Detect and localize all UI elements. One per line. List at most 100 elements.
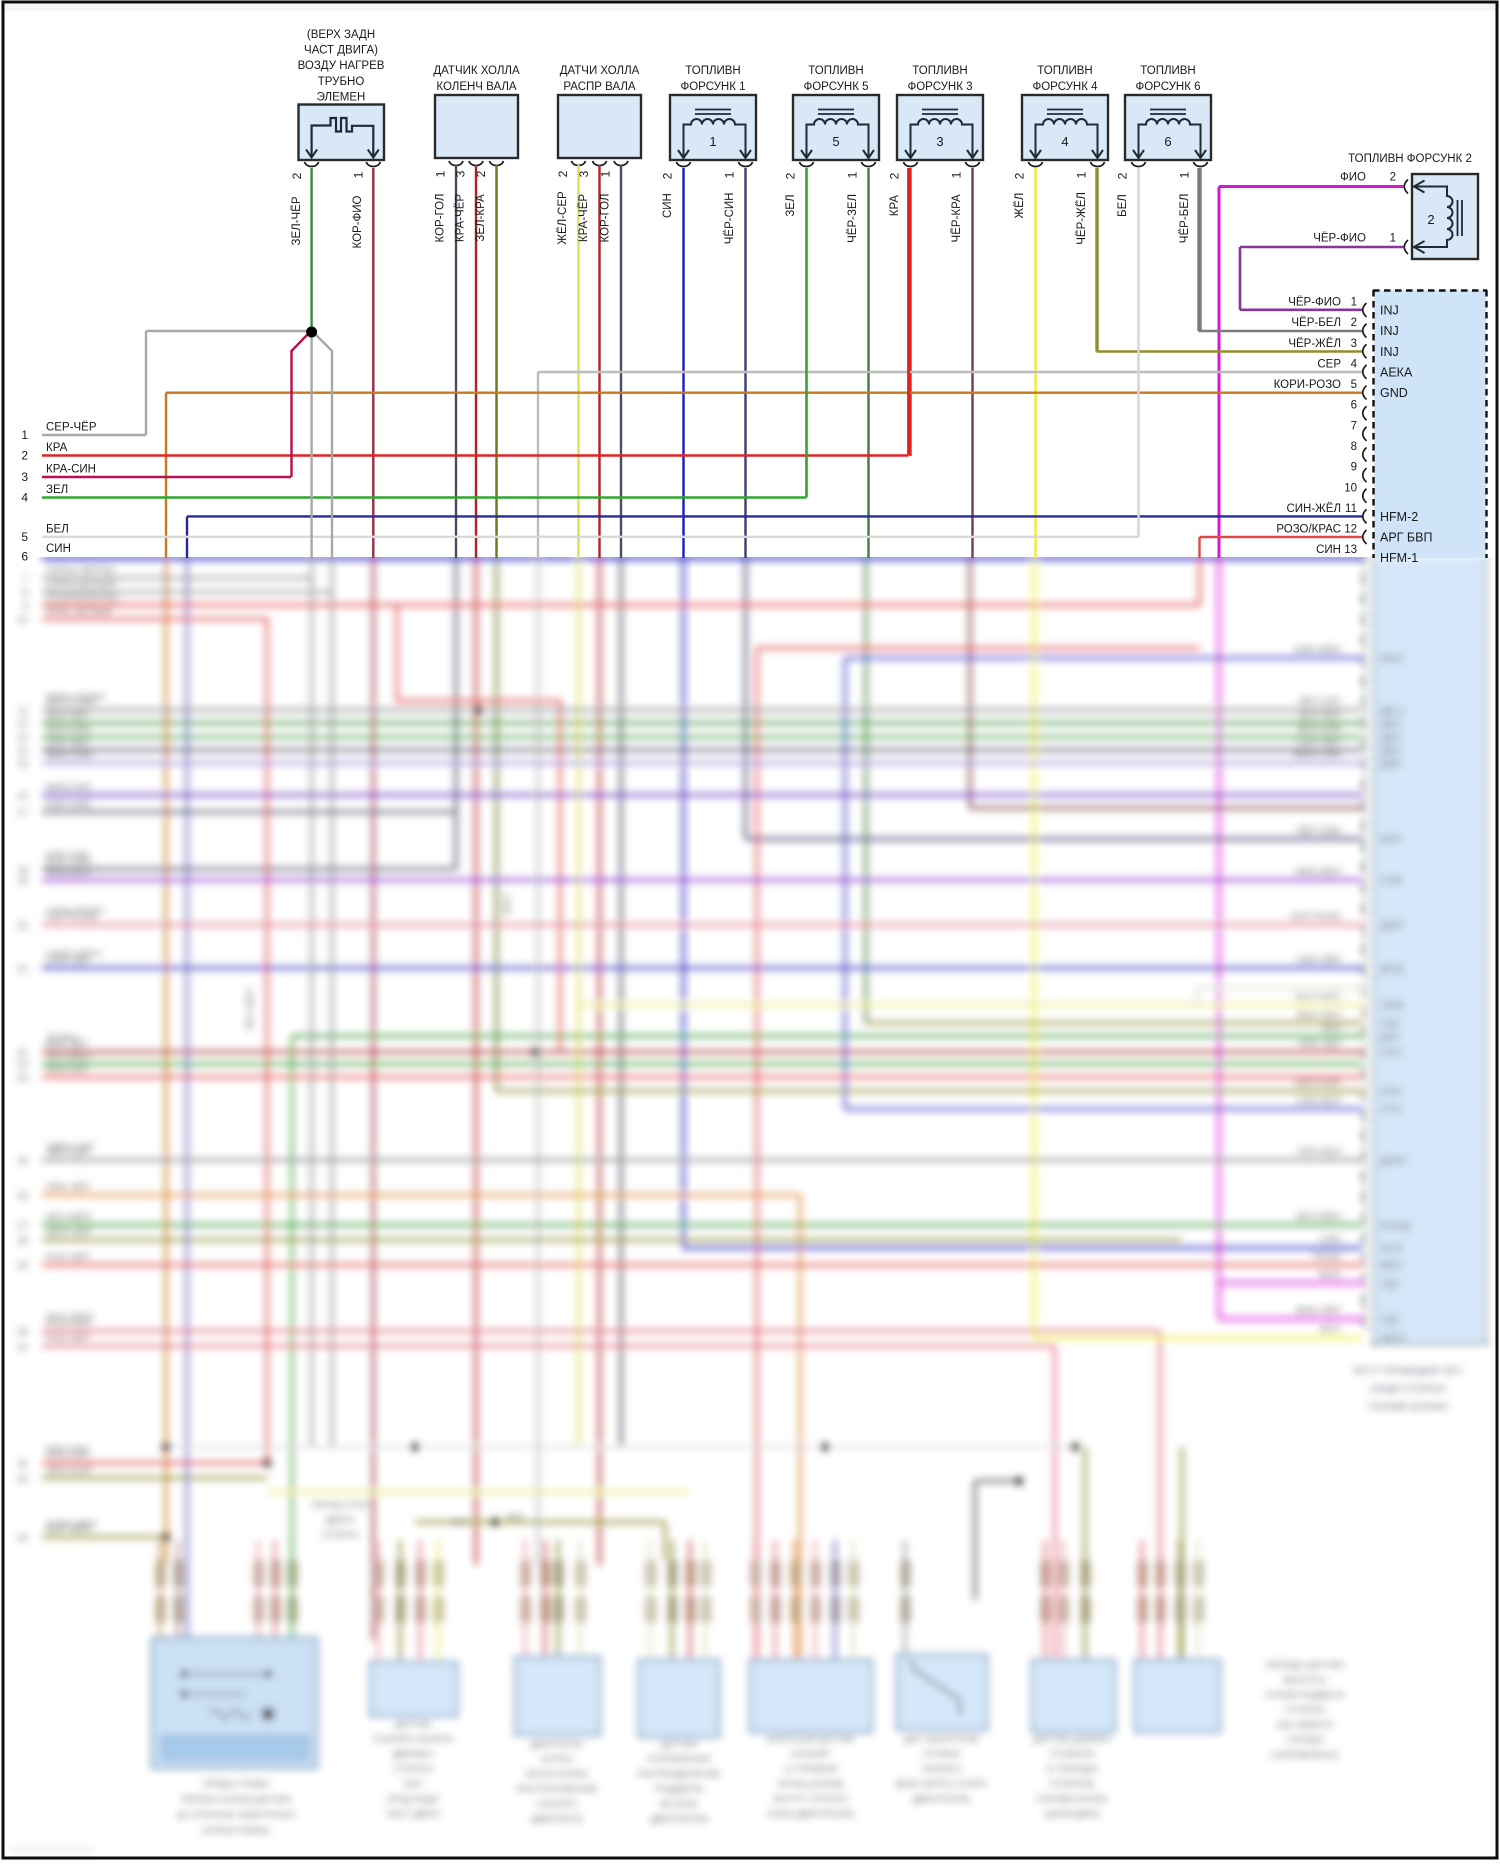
svg-text:КРАС-БЕЛЫМ: КРАС-БЕЛЫМ [46, 607, 112, 618]
svg-text:ЧЁР-БЕЛ: ЧЁР-БЕЛ [1179, 194, 1191, 244]
svg-text:7: 7 [1351, 420, 1357, 432]
svg-text:32: 32 [17, 1459, 29, 1470]
svg-text:6: 6 [1351, 400, 1357, 412]
svg-text:СИНЕ-ЧЁРН: СИНЕ-ЧЁРН [46, 949, 102, 960]
svg-text:ЭЛЕМЕН: ЭЛЕМЕН [317, 91, 366, 103]
svg-text:МАС: МАС [1380, 653, 1404, 665]
svg-text:РОЗО/КРАС: РОЗО/КРАС [1276, 524, 1341, 536]
svg-text:КОНД: КОНД [1380, 1220, 1411, 1232]
svg-text:ЧЁР-СИН: ЧЁР-СИН [724, 193, 736, 245]
svg-text:ДАТЧИК: ДАТЧИК [395, 1719, 432, 1730]
svg-text:ЦИЛИНДРА): ЦИЛИНДРА) [1044, 1809, 1099, 1820]
svg-text:КРА-ЧЁР: КРА-ЧЁР [455, 194, 467, 242]
svg-text:ВПР: ВПР [1380, 834, 1403, 846]
svg-text:ЖЁЛ-ЗЕЛ: ЖЁЛ-ЗЕЛ [1296, 1009, 1341, 1021]
svg-text:ЗЕЛ-СИН: ЗЕЛ-СИН [1297, 724, 1341, 735]
svg-text:ДМР: ДМР [1380, 920, 1404, 932]
svg-text:ЗЕЛ: ЗЕЛ [785, 195, 797, 217]
svg-text:(ЗАДН СТОРОН: (ЗАДН СТОРОН [1371, 1384, 1446, 1395]
svg-text:КОР-СИН: КОР-СИН [46, 850, 89, 861]
svg-text:ДАТЧИК: ДАТЧИК [661, 1739, 698, 1750]
svg-text:СЕРЧ-ЧЁР: СЕРЧ-ЧЁР [46, 697, 97, 709]
svg-text:3: 3 [21, 470, 28, 484]
svg-text:ПОЛОЖЕНИЯ: ПОЛОЖЕНИЯ [647, 1754, 710, 1765]
svg-text:5: 5 [21, 530, 28, 544]
svg-text:ДВИГАТЕЛЯ): ДВИГАТЕЛЯ) [650, 1814, 708, 1825]
svg-text:СЕР-ЧЁР: СЕР-ЧЁР [1297, 736, 1341, 748]
svg-text:КОР-ГОЛ: КОР-ГОЛ [435, 194, 447, 243]
svg-text:СТОРОН: СТОРОН [1285, 1705, 1325, 1716]
svg-text:HFM-2: HFM-2 [1380, 510, 1418, 524]
svg-text:ЗЕЛ-ЖЁЛ: ЗЕЛ-ЖЁЛ [1296, 1211, 1341, 1223]
svg-text:БЕЛ: БЕЛ [46, 523, 69, 535]
svg-text:СКФ: СКФ [1380, 875, 1402, 887]
svg-text:ЧЁР-ФИО: ЧЁР-ФИО [1313, 233, 1366, 245]
svg-text:СЕРЫ-БЕЛЫМ: СЕРЫ-БЕЛЫМ [46, 580, 116, 591]
svg-text:КОР-СИН: КОР-СИН [46, 800, 91, 811]
svg-text:ДВ4: ДВ4 [1380, 745, 1401, 757]
svg-text:ЖГУТ ПРОВОДОВ ЭСУ: ЖГУТ ПРОВОДОВ ЭСУ [1353, 1366, 1463, 1377]
svg-text:9: 9 [1351, 462, 1357, 474]
svg-text:5: 5 [1351, 379, 1357, 391]
svg-text:ЧЁРН-СЕР: ЧЁРН-СЕР [46, 1142, 95, 1153]
svg-text:СЕРЫ-РОЗО: СЕРЫ-РОЗО [46, 906, 104, 917]
svg-text:МОРСКОЙ ДАТЧИК: МОРСКОЙ ДАТЧИК [767, 1733, 855, 1745]
svg-text:28: 28 [17, 1236, 29, 1247]
svg-text:ТОПЛИВН: ТОПЛИВН [912, 65, 968, 77]
svg-text:КЛА: КЛА [1380, 1086, 1402, 1098]
svg-text:ФОРСУНК 4: ФОРСУНК 4 [1032, 81, 1098, 93]
svg-text:3: 3 [577, 170, 591, 177]
svg-text:14: 14 [17, 746, 29, 757]
svg-text:Carmanualsclub.com: Carmanualsclub.com [10, 1844, 95, 1854]
svg-text:ЧЁР-ЖЁЛ: ЧЁР-ЖЁЛ [1076, 192, 1088, 245]
svg-text:ДВИГАТЕЛ): ДВИГАТЕЛ) [531, 1814, 582, 1825]
svg-text:РОЗО/КРАСНЫ: РОЗО/КРАСНЫ [46, 593, 118, 604]
svg-text:ЧЁР-БЕЛ: ЧЁР-БЕЛ [1291, 317, 1341, 329]
svg-text:НАКЛОН: НАКЛОН [921, 1764, 960, 1775]
svg-text:8: 8 [1351, 441, 1357, 453]
svg-text:ДАТ: ДАТ [1380, 1031, 1401, 1043]
svg-text:ЗЕЛ-КРА: ЗЕЛ-КРА [475, 194, 487, 242]
svg-text:ЗЕЛ-ЧЁР: ЗЕЛ-ЧЁР [1298, 709, 1341, 721]
svg-text:ЖЁЛ-КОР: ЖЁЛ-КОР [1295, 1077, 1341, 1089]
svg-text:1: 1 [1075, 171, 1089, 178]
svg-text:1: 1 [21, 428, 28, 442]
svg-text:РОЗ-ЧЁР: РОЗ-ЧЁР [46, 1333, 90, 1345]
svg-text:СЕР-ЧЁР: СЕР-ЧЁР [46, 422, 97, 434]
svg-text:2: 2 [21, 449, 28, 463]
svg-text:(В СТОРОНЕ ЭЛЕКТРОНН: (В СТОРОНЕ ЭЛЕКТРОНН [177, 1810, 296, 1821]
svg-text:ТД1: ТД1 [1380, 1278, 1400, 1290]
svg-text:HFM-1: HFM-1 [1380, 551, 1418, 565]
svg-text:СИН: СИН [1316, 544, 1341, 556]
svg-text:СИН: СИН [46, 543, 71, 555]
svg-text:ПРАВЫ ГЛАВН: ПРАВЫ ГЛАВН [203, 1779, 270, 1790]
svg-text:ЖЁЛ-ЧЁР: ЖЁЛ-ЧЁР [46, 1227, 92, 1239]
svg-text:ТД2: ТД2 [1380, 1314, 1400, 1326]
svg-text:33: 33 [17, 1474, 29, 1485]
svg-text:13: 13 [1344, 544, 1357, 556]
svg-text:ДАТЧ ХОЛЛА: ДАТЧ ХОЛЛА [46, 692, 106, 703]
svg-text:ВНУТР СТОРОН: ВНУТР СТОРОН [774, 1794, 848, 1805]
svg-text:ФОРСУНК 3: ФОРСУНК 3 [907, 81, 972, 93]
svg-text:6: 6 [1164, 134, 1171, 149]
svg-text:ЧЁР-СЕР: ЧЁР-СЕР [46, 1147, 90, 1159]
svg-text:ЖЁЛ-КОР: ЖЁЛ-КОР [46, 1465, 92, 1477]
svg-text:2: 2 [1116, 172, 1130, 179]
svg-text:ДИАГ: ДИАГ [1380, 1155, 1409, 1167]
svg-text:(В БЛОК: (В БЛОК [660, 1799, 698, 1810]
svg-text:АКП: АКП [404, 1779, 423, 1790]
svg-text:21: 21 [17, 964, 29, 975]
svg-text:18: 18 [17, 865, 29, 876]
svg-text:ГОЛОВК БЛОКА: ГОЛОВК БЛОКА [1036, 1794, 1108, 1805]
svg-text:24: 24 [17, 1073, 29, 1084]
svg-text:СИН-ЧЁР: СИН-ЧЁР [1296, 954, 1341, 966]
svg-text:КРА-СИН: КРА-СИН [46, 464, 96, 476]
svg-text:ЧЁР-ЗЕЛ: ЧЁР-ЗЕЛ [847, 194, 859, 243]
svg-text:1: 1 [709, 134, 716, 149]
svg-text:ФОРСУНК 1: ФОРСУНК 1 [680, 81, 745, 93]
svg-text:ФИО-БЕЛ: ФИО-БЕЛ [46, 868, 92, 879]
svg-text:31: 31 [17, 1342, 29, 1353]
svg-text:ФУНКЦ БЛОКЕ: ФУНКЦ БЛОКЕ [778, 1779, 845, 1790]
svg-text:13: 13 [17, 733, 29, 744]
svg-text:(ПОД ЗАДН: (ПОД ЗАДН [387, 1794, 439, 1805]
